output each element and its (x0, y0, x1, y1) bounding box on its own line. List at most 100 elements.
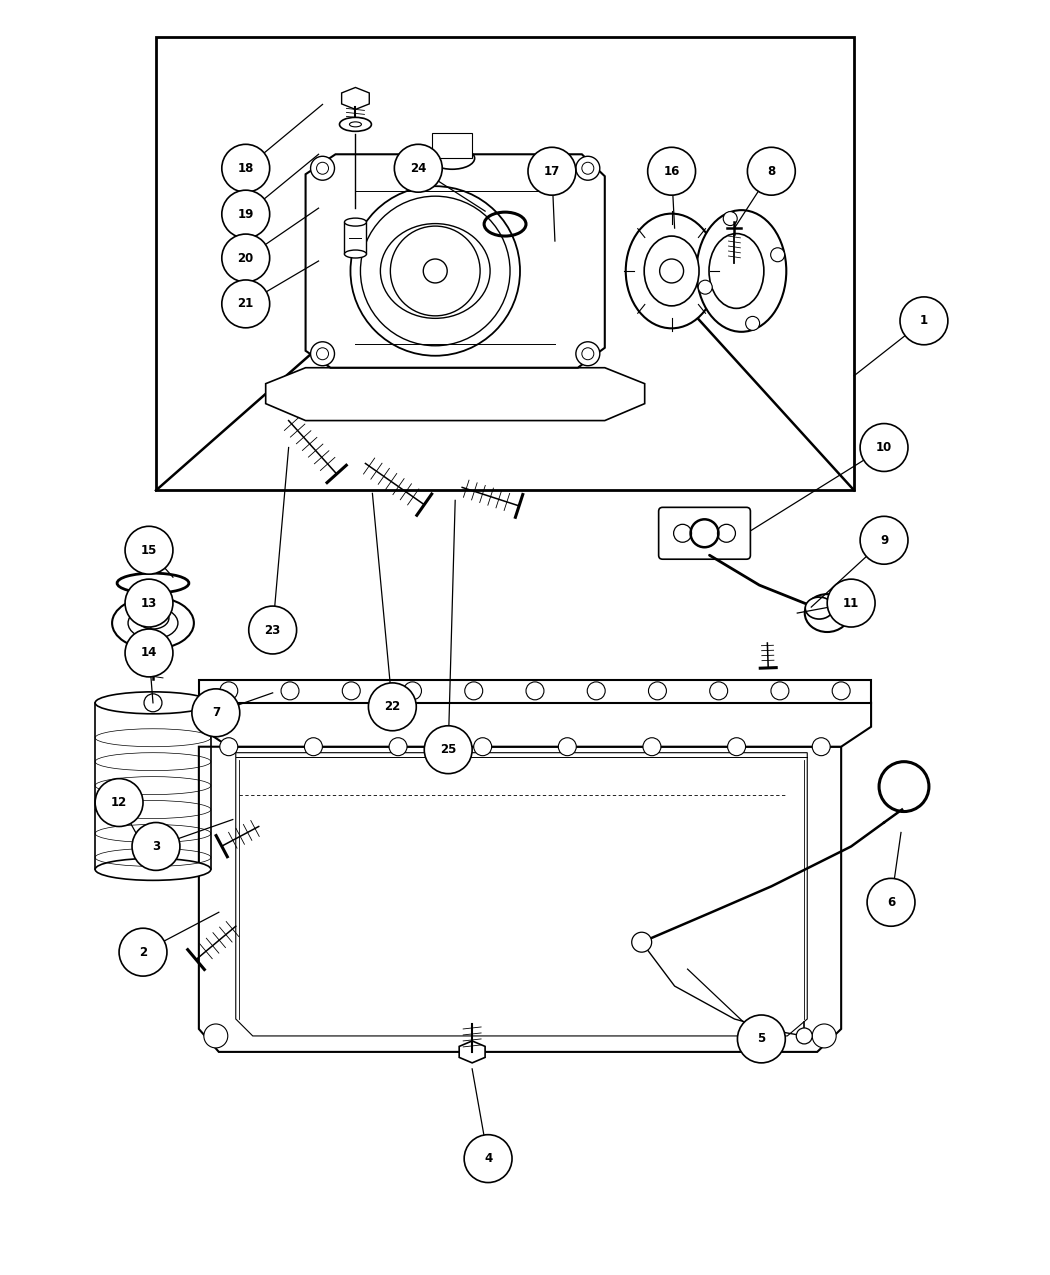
Circle shape (813, 738, 831, 756)
Text: 17: 17 (544, 164, 560, 177)
Circle shape (833, 682, 851, 700)
Circle shape (423, 259, 447, 283)
Circle shape (119, 928, 167, 977)
Circle shape (316, 162, 329, 175)
Circle shape (204, 1024, 228, 1048)
Circle shape (746, 316, 759, 330)
Circle shape (311, 157, 335, 180)
Circle shape (222, 190, 270, 238)
Text: 22: 22 (384, 700, 400, 713)
Text: 16: 16 (664, 164, 679, 177)
Circle shape (403, 682, 421, 700)
Ellipse shape (344, 250, 366, 258)
Circle shape (249, 606, 296, 654)
Circle shape (860, 516, 908, 565)
Polygon shape (306, 154, 605, 367)
Circle shape (465, 682, 483, 700)
Circle shape (698, 280, 712, 295)
Text: 8: 8 (768, 164, 776, 177)
Text: 18: 18 (237, 162, 254, 175)
Text: 21: 21 (237, 297, 254, 310)
Ellipse shape (138, 607, 169, 629)
Text: 4: 4 (484, 1153, 492, 1165)
Text: 14: 14 (141, 646, 158, 659)
Circle shape (771, 682, 789, 700)
Circle shape (827, 579, 875, 627)
Circle shape (311, 342, 335, 366)
Ellipse shape (339, 117, 372, 131)
Text: 20: 20 (237, 251, 254, 264)
Ellipse shape (96, 858, 211, 880)
Circle shape (125, 579, 173, 627)
Ellipse shape (380, 223, 490, 319)
Polygon shape (459, 1040, 485, 1063)
Text: 5: 5 (757, 1033, 765, 1045)
Text: 7: 7 (212, 706, 219, 719)
Ellipse shape (350, 122, 361, 126)
Circle shape (144, 694, 162, 711)
Circle shape (643, 738, 660, 756)
Circle shape (659, 259, 684, 283)
Circle shape (575, 342, 600, 366)
Circle shape (582, 162, 594, 175)
Circle shape (316, 348, 329, 360)
Text: 12: 12 (111, 796, 127, 810)
Circle shape (528, 148, 575, 195)
Circle shape (900, 297, 948, 344)
Circle shape (192, 688, 239, 737)
Circle shape (649, 682, 667, 700)
Circle shape (351, 186, 520, 356)
Circle shape (559, 738, 576, 756)
Ellipse shape (645, 236, 699, 306)
Ellipse shape (804, 594, 849, 632)
Bar (433, 134, 472, 158)
Polygon shape (198, 680, 872, 703)
Circle shape (582, 348, 594, 360)
Circle shape (796, 1028, 813, 1044)
Circle shape (125, 629, 173, 677)
Ellipse shape (96, 692, 211, 714)
Circle shape (281, 682, 299, 700)
Ellipse shape (626, 214, 717, 329)
Ellipse shape (805, 597, 834, 620)
Circle shape (390, 738, 407, 756)
Text: 10: 10 (876, 441, 892, 454)
Circle shape (424, 725, 472, 774)
Circle shape (867, 878, 915, 926)
Ellipse shape (112, 597, 194, 649)
Circle shape (748, 148, 795, 195)
Circle shape (728, 738, 746, 756)
Text: 15: 15 (141, 543, 158, 557)
Circle shape (813, 1024, 836, 1048)
Circle shape (587, 682, 605, 700)
Circle shape (464, 1135, 512, 1182)
Circle shape (132, 822, 180, 871)
FancyBboxPatch shape (658, 507, 751, 560)
Text: 25: 25 (440, 743, 457, 756)
Circle shape (219, 738, 237, 756)
Text: 24: 24 (411, 162, 426, 175)
Circle shape (96, 779, 143, 826)
Circle shape (710, 682, 728, 700)
Circle shape (526, 682, 544, 700)
Circle shape (575, 157, 600, 180)
Circle shape (771, 247, 784, 261)
Circle shape (222, 280, 270, 328)
Ellipse shape (696, 210, 786, 332)
Text: 2: 2 (139, 946, 147, 959)
Circle shape (474, 738, 491, 756)
Text: 9: 9 (880, 534, 888, 547)
Circle shape (222, 144, 270, 193)
Circle shape (342, 682, 360, 700)
Circle shape (125, 527, 173, 574)
Circle shape (222, 235, 270, 282)
Text: 1: 1 (920, 315, 928, 328)
Circle shape (723, 212, 737, 226)
Circle shape (860, 423, 908, 472)
Polygon shape (198, 747, 841, 1052)
Polygon shape (198, 703, 872, 747)
Text: 23: 23 (265, 623, 280, 636)
Circle shape (304, 738, 322, 756)
Circle shape (219, 682, 237, 700)
Polygon shape (266, 367, 645, 421)
